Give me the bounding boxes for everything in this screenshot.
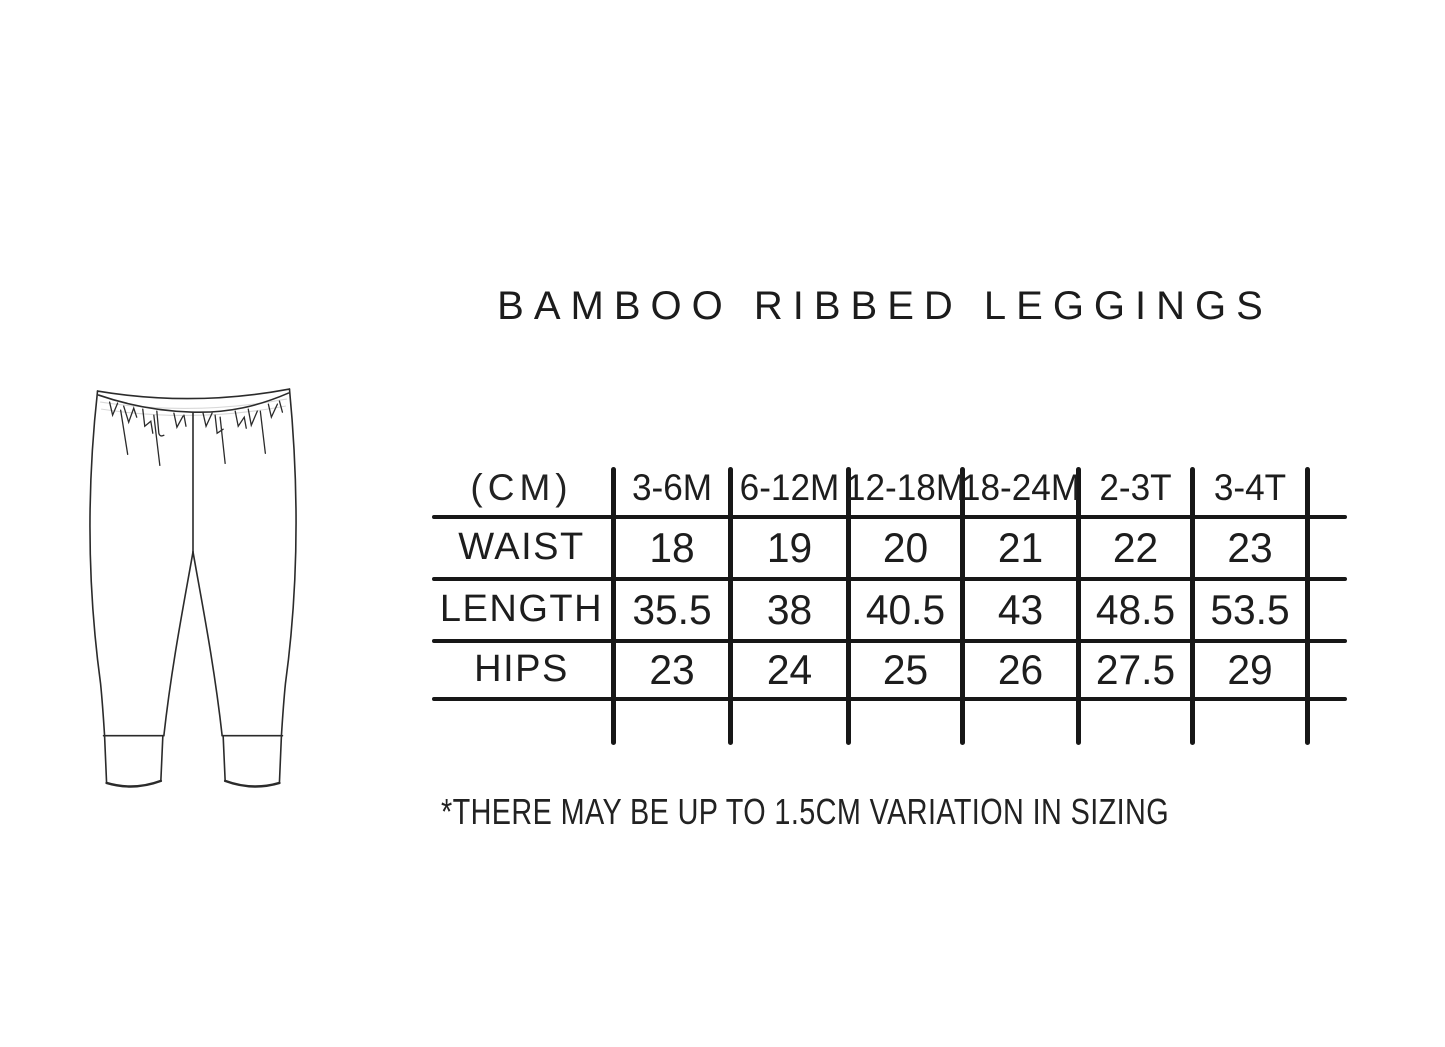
column-header-2-3t: 2-3T — [1099, 467, 1172, 508]
column-header-3-4t: 3-4T — [1213, 467, 1287, 508]
column-header-12-18m: 12-18M — [845, 467, 966, 508]
length-value: 48.5 — [1095, 585, 1176, 633]
column-header-6-12m: 6-12M — [739, 467, 840, 508]
waist-top-edge — [96, 388, 291, 400]
left-outer-edge — [89, 390, 106, 737]
right-cuff-inner — [222, 734, 226, 782]
waist-value: 18 — [649, 523, 695, 571]
right-inseam — [192, 551, 223, 737]
left-cuff-bottom — [105, 779, 163, 788]
hips-value: 24 — [766, 645, 813, 693]
length-value: 35.5 — [632, 585, 712, 633]
table-hline — [432, 577, 1347, 581]
table-vline — [1076, 467, 1081, 745]
column-header-3-6m: 3-6M — [631, 467, 713, 508]
row-label-hips: HIPS — [474, 648, 569, 690]
leggings-illustration — [89, 388, 297, 788]
page-title: BAMBOO RIBBED LEGGINGS — [497, 284, 1273, 328]
length-value: 40.5 — [865, 585, 946, 633]
table-vline — [960, 467, 965, 745]
waist-value: 22 — [1112, 523, 1159, 571]
hips-value: 23 — [649, 645, 695, 693]
table-vline — [846, 467, 851, 745]
table-hline — [432, 697, 1347, 701]
right-cuff-bottom — [223, 779, 281, 788]
waist-value: 21 — [997, 523, 1044, 571]
table-hline — [432, 639, 1347, 643]
row-label-length: LENGTH — [439, 588, 604, 630]
unit-label: (CM) — [470, 467, 573, 508]
hips-value: 27.5 — [1095, 645, 1176, 693]
table-vline — [728, 467, 733, 745]
left-cuff-inner — [160, 734, 164, 782]
hips-value: 25 — [882, 645, 929, 693]
waist-value: 20 — [882, 523, 929, 571]
length-value: 53.5 — [1210, 585, 1290, 633]
waist-value: 19 — [766, 523, 813, 571]
table-vline — [1305, 467, 1310, 745]
hips-value: 29 — [1227, 645, 1273, 693]
waist-value: 23 — [1227, 523, 1273, 571]
table-vline — [1190, 467, 1195, 745]
right-cuff-outer — [278, 734, 283, 784]
right-outer-edge — [280, 388, 297, 737]
left-cuff-outer — [103, 734, 108, 784]
table-hline — [432, 515, 1347, 519]
sizing-footnote: *THERE MAY BE UP TO 1.5CM VARIATION IN S… — [441, 791, 1170, 832]
length-value: 38 — [766, 585, 813, 633]
length-value: 43 — [997, 585, 1044, 633]
waistband-gather-marks — [108, 400, 284, 467]
table-vline — [611, 467, 616, 745]
hips-value: 26 — [997, 645, 1044, 693]
column-header-18-24m: 18-24M — [960, 467, 1081, 508]
left-inseam — [163, 551, 194, 737]
row-label-waist: WAIST — [458, 526, 585, 568]
